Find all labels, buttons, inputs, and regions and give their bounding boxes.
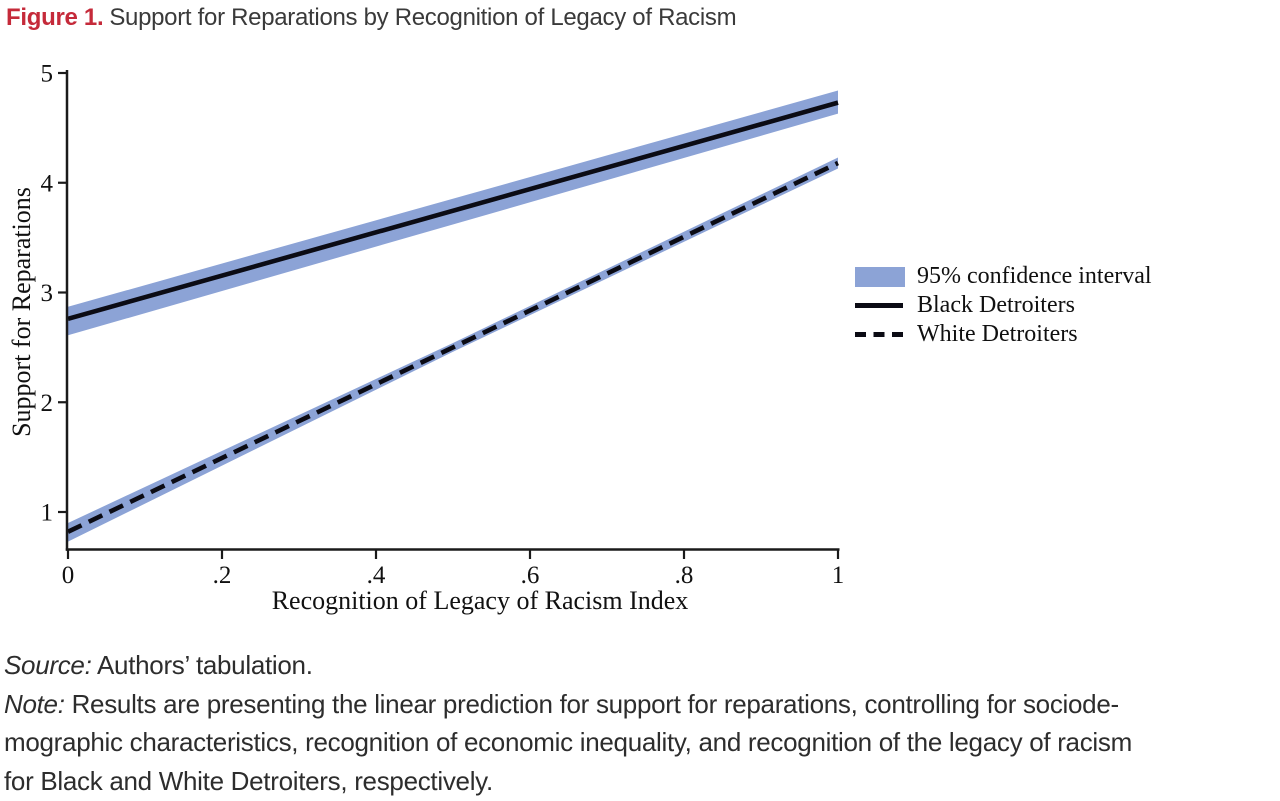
note-text-1: Results are presenting the linear predic… <box>64 688 1120 719</box>
footnotes: Source: Authors’ tabulation. Note: Resul… <box>4 646 1278 800</box>
source-line: Source: Authors’ tabulation. <box>4 646 1278 685</box>
source-prefix: Source: <box>4 650 92 680</box>
y-tick-label: 5 <box>41 61 54 88</box>
y-tick-label: 4 <box>41 170 54 197</box>
note-prefix: Note: <box>4 688 65 719</box>
legend-label-black-detroiters: Black Detroiters <box>917 292 1075 318</box>
legend-label-ci: 95% confidence interval <box>917 263 1152 289</box>
note-line-1: Note: Results are presenting the linear … <box>4 685 1278 724</box>
legend-label-white-detroiters: White Detroiters <box>917 321 1078 347</box>
note-line-2: mographic characteristics, recognition o… <box>4 727 1132 757</box>
line-chart: 5 4 3 2 1 0 .2 .4 .6 .8 1 <box>41 61 845 590</box>
y-tick-label: 2 <box>41 390 54 417</box>
x-axis-title: Recognition of Legacy of Racism Index <box>271 586 689 615</box>
x-tick-label: .4 <box>367 562 386 589</box>
series-line-dashed <box>67 160 839 534</box>
x-tick-label: 1 <box>832 562 845 589</box>
ci-band-swatch-icon <box>855 266 905 287</box>
x-tick-label: .2 <box>213 562 232 589</box>
figure-number: Figure 1. <box>6 4 104 31</box>
legend: 95% confidence interval Black Detroiters… <box>855 262 1152 349</box>
y-tick-label: 1 <box>41 500 54 527</box>
series-line-solid <box>67 100 839 322</box>
note-line-3: for Black and White Detroiters, respecti… <box>4 765 493 796</box>
solid-line-swatch-icon <box>855 303 903 308</box>
dashed-line-swatch-icon <box>855 332 903 337</box>
y-tick-label: 3 <box>41 280 54 307</box>
figure-caption: Support for Reparations by Recognition o… <box>109 4 737 31</box>
legend-item-ci: 95% confidence interval <box>855 262 1152 291</box>
x-tick-label: .6 <box>521 562 540 589</box>
figure-title: Figure 1. Support for Reparations by Reco… <box>6 4 737 32</box>
x-tick-label: .8 <box>675 562 694 589</box>
legend-item-black-detroiters: Black Detroiters <box>855 291 1152 320</box>
legend-item-white-detroiters: White Detroiters <box>855 320 1152 349</box>
y-axis-title: Support for Reparations <box>7 187 36 437</box>
x-tick-label: 0 <box>62 562 75 589</box>
source-text: Authors’ tabulation. <box>91 650 313 680</box>
